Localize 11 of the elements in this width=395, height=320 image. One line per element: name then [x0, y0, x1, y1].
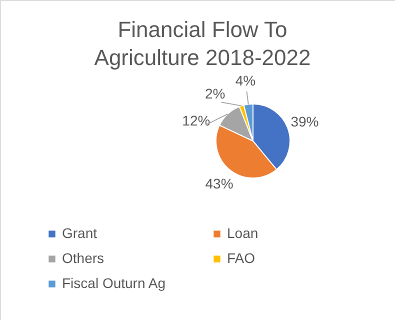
- legend-label: Grant: [62, 225, 98, 241]
- chart-title: Financial Flow To Agriculture 2018-2022: [94, 17, 311, 70]
- data-label: 39%: [290, 113, 319, 130]
- data-label: 4%: [235, 72, 256, 88]
- legend-label: Others: [62, 250, 104, 266]
- legend-label: Loan: [227, 225, 258, 241]
- data-label: 43%: [205, 175, 234, 192]
- data-label: 12%: [182, 112, 210, 129]
- legend-label: FAO: [227, 250, 256, 266]
- legend-label: Fiscal Outurn Ag: [62, 275, 166, 291]
- data-label: 2%: [204, 86, 226, 102]
